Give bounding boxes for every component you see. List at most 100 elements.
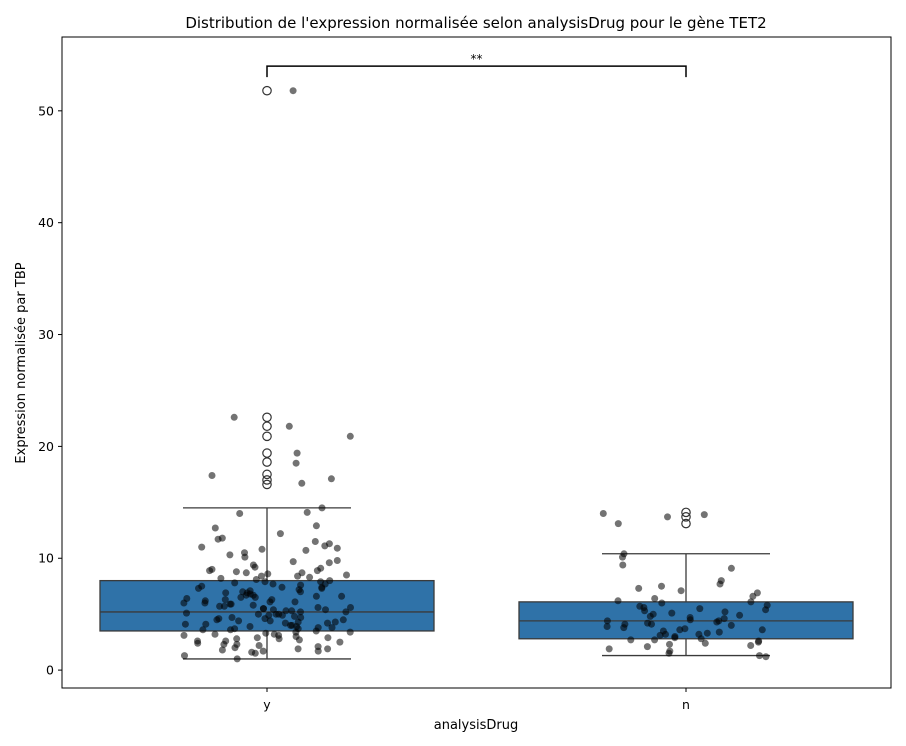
- strip-point: [333, 544, 341, 552]
- strip-point: [662, 630, 669, 638]
- strip-point: [727, 564, 735, 572]
- strip-point: [180, 599, 188, 607]
- outlier-point: [681, 512, 691, 522]
- outlier-point: [262, 85, 272, 96]
- strip-point: [686, 616, 694, 624]
- outlier-point: [262, 475, 272, 485]
- strip-point: [199, 626, 207, 634]
- strip-point: [614, 597, 622, 605]
- strip-point: [314, 604, 322, 611]
- strip-point: [302, 546, 310, 554]
- strip-point: [278, 583, 286, 591]
- strip-point: [254, 610, 262, 618]
- strip-point: [217, 574, 225, 582]
- strip-point: [220, 602, 228, 610]
- strip-point: [181, 652, 188, 660]
- strip-point: [347, 604, 354, 611]
- strip-point: [311, 538, 319, 545]
- y-tick-label: 30: [38, 327, 54, 342]
- strip-point: [619, 553, 626, 561]
- strip-point: [252, 576, 260, 583]
- box-y: [99, 579, 435, 632]
- strip-point: [292, 628, 300, 636]
- strip-point: [756, 652, 763, 660]
- strip-point: [297, 588, 304, 596]
- chart-marks: [99, 85, 854, 663]
- strip-point: [261, 578, 269, 586]
- strip-point: [214, 535, 222, 543]
- outlier-point: [681, 518, 691, 529]
- strip-point: [658, 599, 666, 607]
- strip-point: [333, 557, 341, 564]
- strip-point: [221, 596, 229, 604]
- strip-point: [635, 584, 643, 592]
- strip-point: [298, 479, 306, 487]
- strip-point: [275, 635, 283, 643]
- strip-point: [749, 592, 757, 600]
- strip-point: [292, 459, 300, 467]
- x-tick-label: y: [263, 697, 271, 712]
- outlier-point: [262, 431, 272, 442]
- outlier-point: [262, 457, 272, 467]
- strip-point: [262, 629, 270, 637]
- strip-point: [641, 607, 649, 615]
- strip-point: [230, 413, 238, 421]
- strip-point: [324, 634, 332, 642]
- plot-area: [61, 36, 892, 689]
- strip-point: [275, 610, 283, 618]
- strip-point: [599, 510, 607, 517]
- strip-point: [324, 619, 331, 627]
- strip-point: [183, 609, 190, 617]
- strip-point: [697, 635, 705, 643]
- outlier-point: [262, 469, 272, 480]
- strip-point: [270, 630, 278, 638]
- strip-point: [276, 530, 284, 538]
- significance-annotations: **: [266, 52, 687, 78]
- y-tick-label: 20: [38, 439, 54, 454]
- strip-point: [324, 645, 332, 653]
- strip-point: [651, 595, 659, 602]
- strip-point: [312, 592, 320, 600]
- strip-point: [289, 87, 297, 95]
- strip-point: [208, 472, 216, 479]
- strip-point: [195, 584, 202, 592]
- strip-point: [643, 643, 651, 651]
- strip-point: [677, 587, 685, 595]
- strip-point: [237, 593, 245, 601]
- strip-point: [236, 510, 244, 517]
- strip-point: [226, 551, 234, 559]
- strip-point: [291, 598, 299, 606]
- strip-point: [266, 617, 274, 625]
- strip-point: [603, 617, 611, 625]
- strip-point: [294, 645, 302, 653]
- outlier-point: [262, 479, 272, 490]
- strip-point: [665, 649, 673, 657]
- strip-point: [297, 608, 304, 616]
- strip-point: [228, 614, 236, 621]
- y-axis-label: Expression normalisée par TBP: [14, 262, 29, 463]
- strip-point: [297, 614, 305, 621]
- significance-label: **: [471, 52, 483, 66]
- strip-point: [313, 567, 321, 575]
- strip-point: [703, 629, 711, 637]
- strip-point: [251, 649, 259, 657]
- strip-point: [303, 508, 311, 516]
- strip-point: [314, 647, 322, 655]
- outlier-point: [262, 412, 272, 423]
- strip-point: [736, 611, 744, 619]
- strip-point: [656, 631, 664, 639]
- strip-point: [222, 637, 230, 645]
- strip-point: [289, 558, 297, 566]
- significance-bracket: [266, 65, 687, 78]
- strip-point: [342, 608, 350, 616]
- strip-point: [291, 612, 298, 620]
- strip-point: [668, 609, 676, 617]
- strip-point: [720, 615, 728, 623]
- strip-point: [343, 571, 350, 579]
- strip-point: [619, 561, 627, 569]
- strip-point: [715, 628, 723, 636]
- strip-point: [288, 607, 296, 615]
- strip-point: [218, 646, 226, 654]
